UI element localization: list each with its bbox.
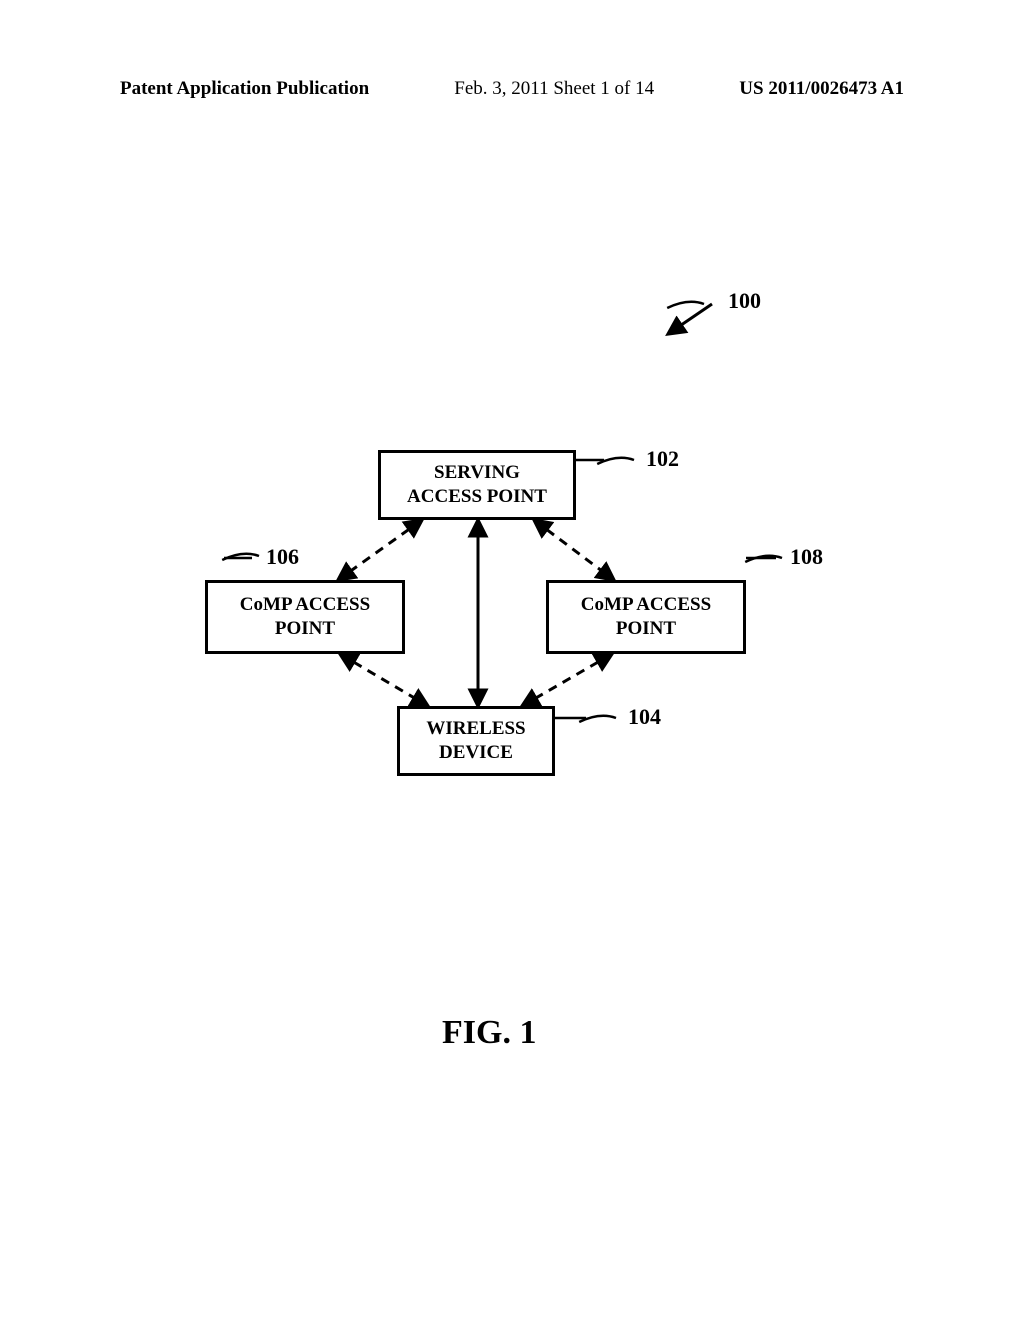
comp-access-point-right-node: CoMP ACCESS POINT: [546, 580, 746, 654]
ref-label-102: 102: [646, 446, 679, 472]
node-label-line: CoMP ACCESS: [581, 593, 711, 617]
serving-access-point-node: SERVING ACCESS POINT: [378, 450, 576, 520]
figure-caption: FIG. 1: [442, 1014, 536, 1052]
ref-label-104: 104: [628, 704, 661, 730]
ref-label-100: 100: [728, 288, 761, 314]
node-label-line: POINT: [581, 617, 711, 641]
ref-label-108: 108: [790, 544, 823, 570]
node-label-line: WIRELESS: [426, 717, 525, 741]
ref-label-106: 106: [266, 544, 299, 570]
node-label-line: SERVING: [407, 461, 547, 485]
header-center: Feb. 3, 2011 Sheet 1 of 14: [454, 78, 654, 100]
node-label-line: POINT: [240, 617, 370, 641]
node-label-line: ACCESS POINT: [407, 485, 547, 509]
wireless-device-node: WIRELESS DEVICE: [397, 706, 555, 776]
comp-access-point-left-node: CoMP ACCESS POINT: [205, 580, 405, 654]
page-header: Patent Application Publication Feb. 3, 2…: [0, 78, 1024, 100]
connections-svg: [0, 140, 1024, 1040]
diagram-container: SERVING ACCESS POINT CoMP ACCESS POINT C…: [0, 140, 1024, 1040]
header-right: US 2011/0026473 A1: [739, 78, 904, 100]
node-label-line: DEVICE: [426, 741, 525, 765]
node-label-line: CoMP ACCESS: [240, 593, 370, 617]
header-left: Patent Application Publication: [120, 78, 369, 100]
